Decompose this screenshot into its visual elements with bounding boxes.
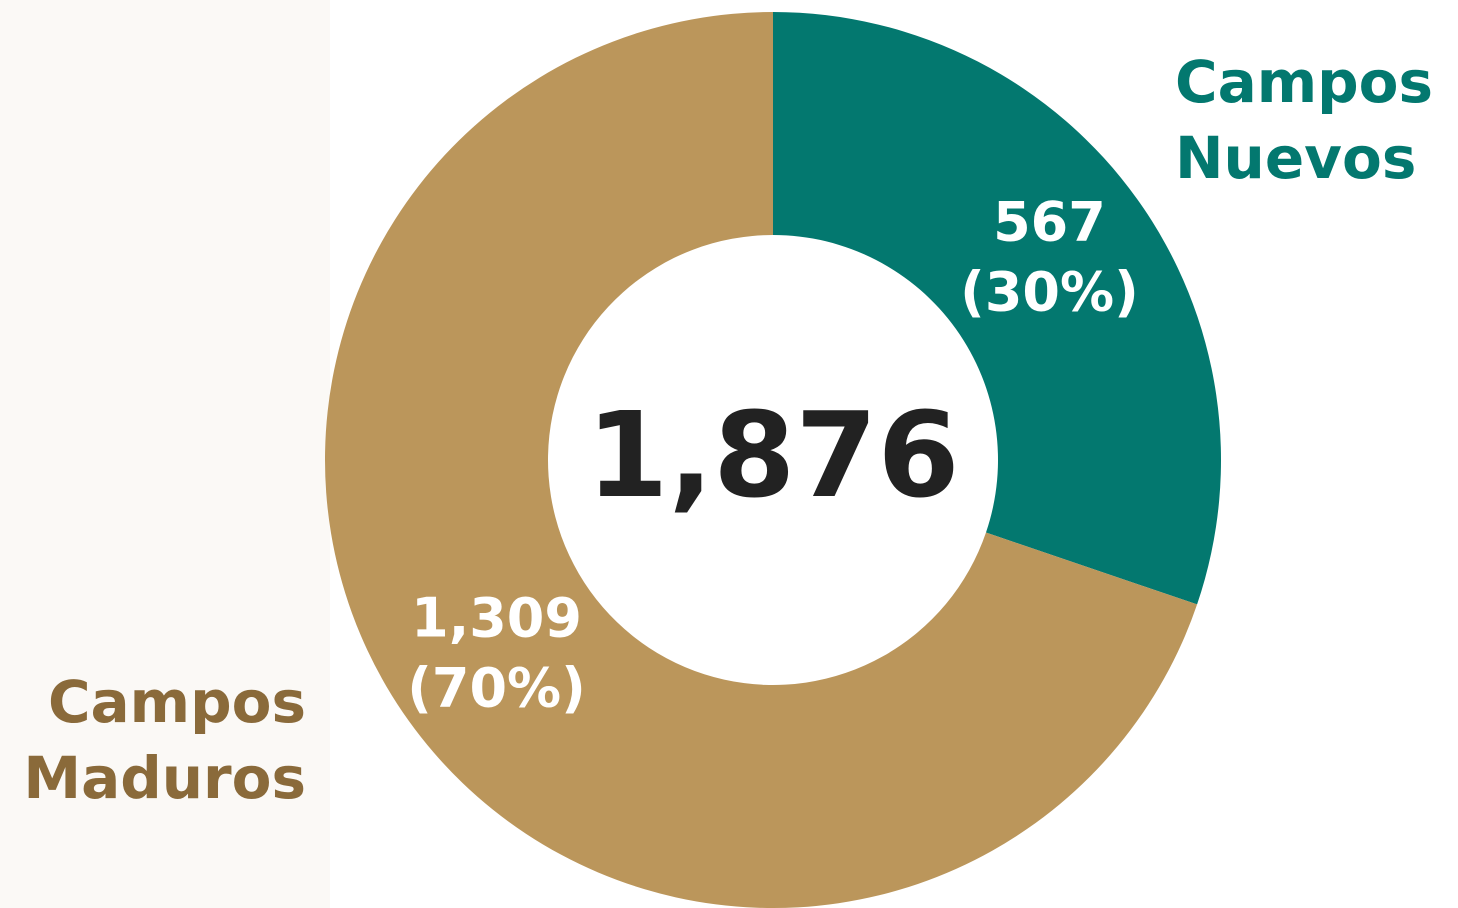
- total-label: 1,876: [586, 386, 959, 524]
- value-label: 567: [993, 191, 1106, 254]
- slice: [325, 12, 1198, 908]
- legend-label: Campos: [48, 668, 306, 736]
- legend-label: Nuevos: [1175, 124, 1416, 192]
- value-label: 1,309: [411, 587, 582, 650]
- legend-label: Campos: [1175, 48, 1433, 116]
- percent-label: (30%): [960, 261, 1139, 324]
- percent-label: (70%): [407, 657, 586, 720]
- legend-label: Maduros: [23, 744, 306, 812]
- slice: [773, 12, 1222, 605]
- background-pattern: [0, 0, 330, 908]
